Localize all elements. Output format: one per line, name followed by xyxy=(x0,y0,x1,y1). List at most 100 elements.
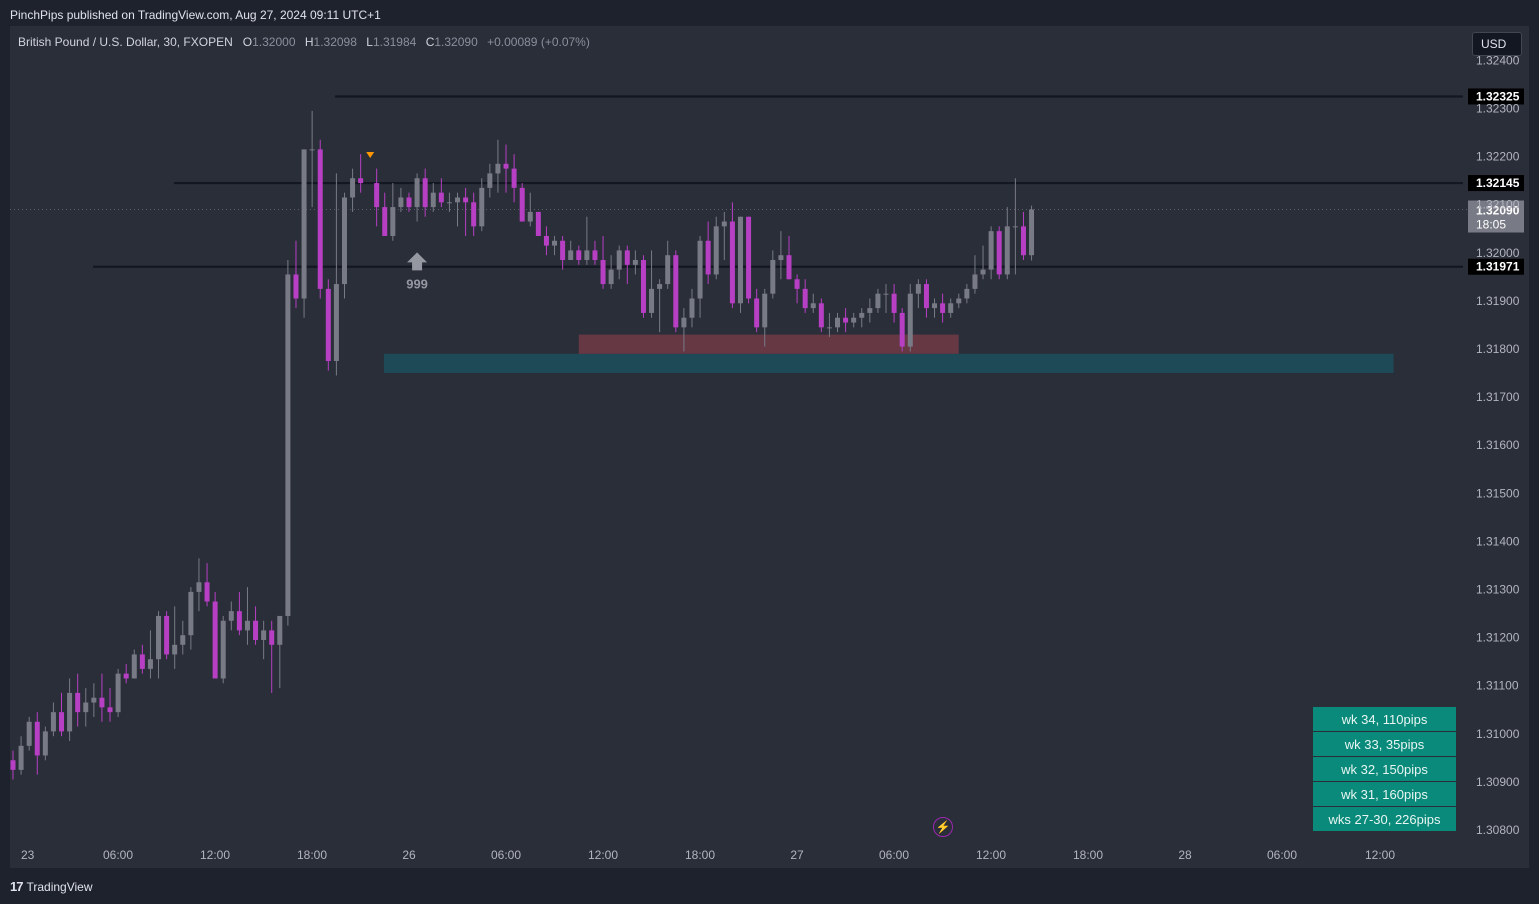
close-value: 1.32090 xyxy=(434,35,478,49)
candle-body xyxy=(341,197,347,285)
candle-body xyxy=(26,721,32,746)
candle-body xyxy=(463,197,469,203)
y-tick-label: 1.32100 xyxy=(1476,198,1520,212)
arrow-up-marker-icon xyxy=(407,252,428,271)
pips-row-wk33: wk 33, 35pips xyxy=(1313,732,1456,756)
pips-row-wks27-30: wks 27-30, 226pips xyxy=(1313,807,1456,831)
y-tick-label: 1.32200 xyxy=(1476,150,1520,164)
candle-body xyxy=(996,231,1002,275)
chart-canvas[interactable]: 1.323251.321451.319711.3209018:051.30800… xyxy=(0,0,1539,868)
candle-body xyxy=(899,312,905,347)
high-label: H xyxy=(304,35,314,49)
candle-body xyxy=(737,216,743,304)
candle-body xyxy=(608,269,614,285)
pips-table: wk 34, 110pips wk 33, 35pips wk 32, 150p… xyxy=(1313,707,1456,832)
x-tick-label: 12:00 xyxy=(1365,848,1395,862)
candle-body xyxy=(196,582,202,592)
candle-body xyxy=(325,288,331,362)
candle-body xyxy=(826,327,832,329)
candle-body xyxy=(293,274,299,299)
x-tick-label: 26 xyxy=(402,848,416,862)
open-label: O xyxy=(242,35,253,49)
candle-body xyxy=(301,149,307,299)
level-label: 1.32145 xyxy=(1476,176,1520,190)
candle-body xyxy=(333,284,339,362)
candle-body xyxy=(988,231,994,270)
y-tick-label: 1.31900 xyxy=(1476,294,1520,308)
x-tick-label: 12:00 xyxy=(976,848,1006,862)
candle-body xyxy=(204,582,210,602)
x-tick-label: 12:00 xyxy=(200,848,230,862)
candle-body xyxy=(592,250,598,261)
candle-body xyxy=(883,293,889,295)
x-tick-label: 18:00 xyxy=(685,848,715,862)
symbol-legend: British Pound / U.S. Dollar, 30, FXOPEN … xyxy=(18,35,596,49)
candle-body xyxy=(18,745,24,770)
candle-body xyxy=(923,284,929,309)
candle-body xyxy=(139,654,145,669)
candle-body xyxy=(640,260,646,313)
low-value: 1.31984 xyxy=(372,35,417,49)
candle-body xyxy=(859,312,865,318)
level-label: 1.32325 xyxy=(1476,89,1520,103)
candle-body xyxy=(543,235,549,246)
y-tick-label: 1.31600 xyxy=(1476,438,1520,452)
footer-bar xyxy=(0,868,1539,904)
x-tick-label: 28 xyxy=(1178,848,1192,862)
candle-body xyxy=(398,197,404,208)
tradingview-logo-icon: 17 xyxy=(10,879,24,894)
x-tick-label: 27 xyxy=(790,848,804,862)
candle-body xyxy=(705,240,711,275)
level-label-bg xyxy=(1468,258,1524,275)
y-tick-label: 1.31700 xyxy=(1476,390,1520,404)
candle-body xyxy=(681,317,687,328)
candle-body xyxy=(940,303,946,313)
candle-body xyxy=(172,644,178,655)
candle-body xyxy=(99,697,105,708)
x-tick-label: 06:00 xyxy=(1267,848,1297,862)
candle-body xyxy=(770,260,776,294)
candle-body xyxy=(495,163,501,174)
y-tick-label: 1.31300 xyxy=(1476,583,1520,597)
candle-body xyxy=(253,620,259,641)
current-price-label: 1.32090 xyxy=(1476,204,1520,218)
y-tick-label: 1.32300 xyxy=(1476,102,1520,116)
candle-body xyxy=(665,255,671,285)
chart-panel[interactable] xyxy=(10,26,1529,868)
candle-body xyxy=(430,192,436,208)
candle-body xyxy=(479,187,485,227)
candle-body xyxy=(59,712,65,732)
candle-body xyxy=(180,635,186,645)
pips-row-wk34: wk 34, 110pips xyxy=(1313,707,1456,731)
pips-row-wk31: wk 31, 160pips xyxy=(1313,782,1456,806)
candle-body xyxy=(422,178,428,208)
y-tick-label: 1.31100 xyxy=(1476,679,1519,693)
candle-body xyxy=(317,149,323,289)
candle-body xyxy=(907,293,913,347)
candle-body xyxy=(228,611,234,621)
symbol-name[interactable]: British Pound / U.S. Dollar, 30, FXOPEN xyxy=(18,35,233,49)
candle-body xyxy=(915,284,921,294)
candle-body xyxy=(244,620,250,631)
candle-body xyxy=(794,279,800,289)
candle-body xyxy=(867,308,873,313)
candle-body xyxy=(762,293,768,328)
candle-body xyxy=(382,207,388,236)
candle-body xyxy=(455,197,461,203)
currency-button[interactable]: USD xyxy=(1472,32,1522,56)
candle-body xyxy=(212,601,218,679)
tradingview-brand[interactable]: 17 TradingView xyxy=(10,879,93,894)
candle-body xyxy=(616,250,622,270)
candle-body xyxy=(576,250,582,261)
candle-body xyxy=(471,202,477,227)
lightning-icon[interactable]: ⚡ xyxy=(933,817,953,837)
change-value: +0.00089 (+0.07%) xyxy=(487,35,590,49)
y-tick-label: 1.32400 xyxy=(1476,53,1520,67)
candle-body xyxy=(875,293,881,309)
candle-body xyxy=(673,255,679,328)
candle-body xyxy=(843,317,849,323)
candle-body xyxy=(851,317,857,323)
countdown-label: 18:05 xyxy=(1476,218,1506,232)
candle-body xyxy=(535,211,541,236)
candle-body xyxy=(83,702,89,713)
